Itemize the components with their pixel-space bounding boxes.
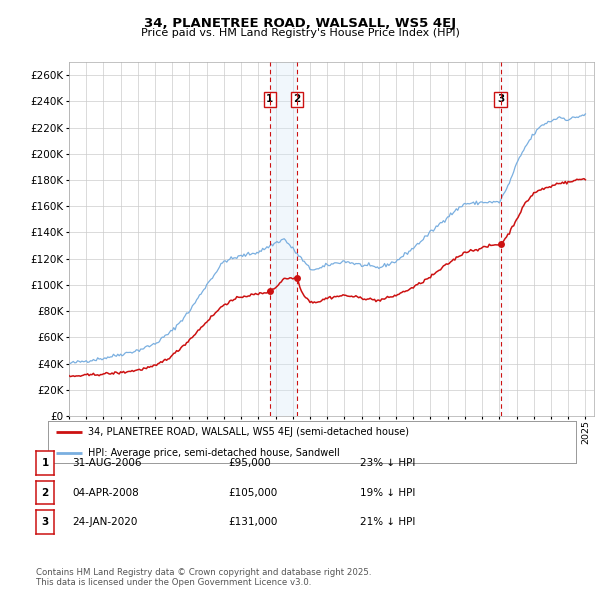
Text: 1: 1 xyxy=(41,458,49,468)
Text: HPI: Average price, semi-detached house, Sandwell: HPI: Average price, semi-detached house,… xyxy=(88,448,340,457)
Text: £131,000: £131,000 xyxy=(228,517,277,527)
Text: 34, PLANETREE ROAD, WALSALL, WS5 4EJ: 34, PLANETREE ROAD, WALSALL, WS5 4EJ xyxy=(144,17,456,30)
Text: Contains HM Land Registry data © Crown copyright and database right 2025.
This d: Contains HM Land Registry data © Crown c… xyxy=(36,568,371,587)
Text: £105,000: £105,000 xyxy=(228,488,277,497)
Text: 2: 2 xyxy=(41,488,49,497)
Bar xyxy=(270,62,297,416)
Text: 19% ↓ HPI: 19% ↓ HPI xyxy=(360,488,415,497)
Text: 2: 2 xyxy=(293,94,301,104)
Text: 1: 1 xyxy=(266,94,274,104)
Bar xyxy=(500,62,509,416)
Text: Price paid vs. HM Land Registry's House Price Index (HPI): Price paid vs. HM Land Registry's House … xyxy=(140,28,460,38)
Text: 24-JAN-2020: 24-JAN-2020 xyxy=(72,517,137,527)
Text: 3: 3 xyxy=(41,517,49,527)
Text: 04-APR-2008: 04-APR-2008 xyxy=(72,488,139,497)
Text: 34, PLANETREE ROAD, WALSALL, WS5 4EJ (semi-detached house): 34, PLANETREE ROAD, WALSALL, WS5 4EJ (se… xyxy=(88,427,409,437)
Text: 3: 3 xyxy=(497,94,505,104)
Text: 31-AUG-2006: 31-AUG-2006 xyxy=(72,458,142,468)
Text: 23% ↓ HPI: 23% ↓ HPI xyxy=(360,458,415,468)
Text: 21% ↓ HPI: 21% ↓ HPI xyxy=(360,517,415,527)
Text: £95,000: £95,000 xyxy=(228,458,271,468)
